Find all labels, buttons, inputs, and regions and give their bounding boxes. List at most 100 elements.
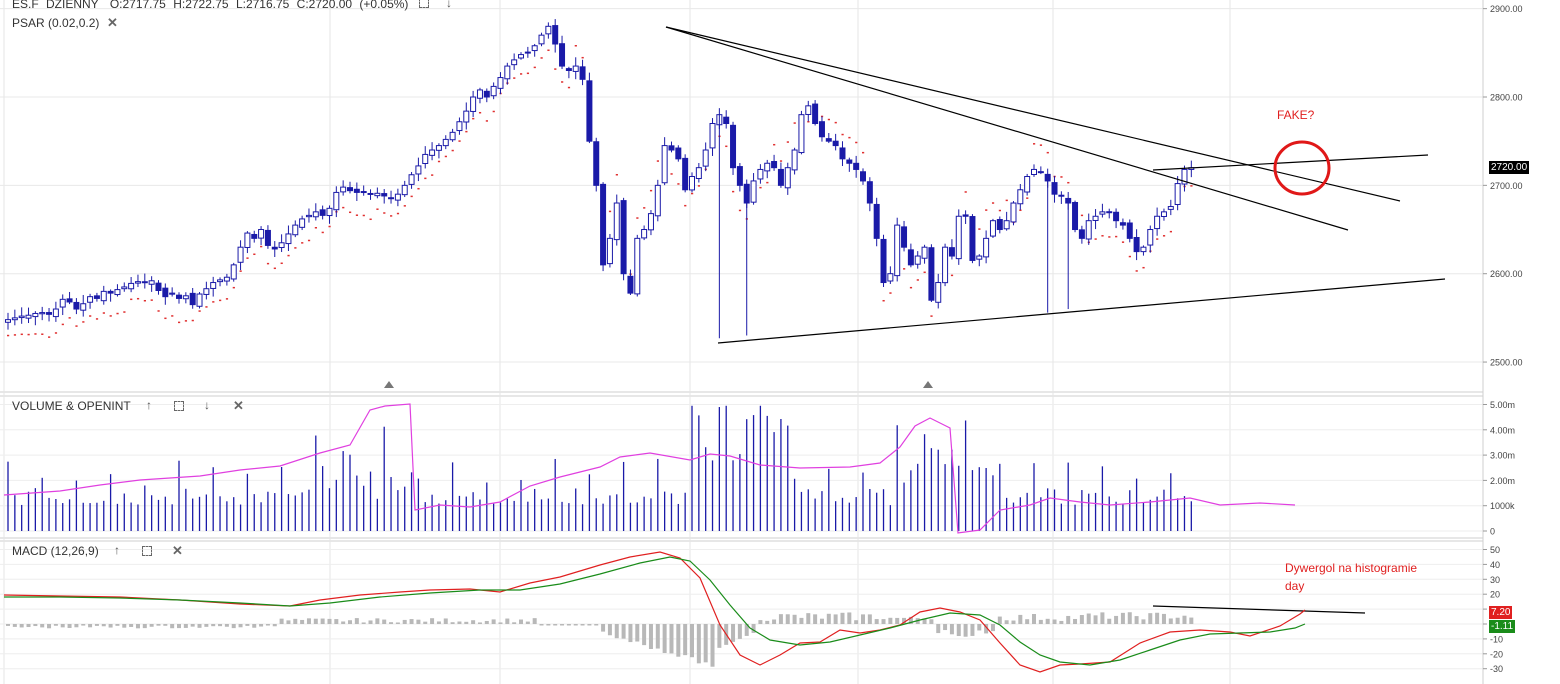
candle-body <box>702 149 709 167</box>
maximize-icon[interactable] <box>174 401 184 411</box>
macd-histogram-bar <box>799 617 804 624</box>
close-icon[interactable]: ✕ <box>172 543 183 558</box>
macd-histogram-bar <box>792 614 797 624</box>
macd-histogram-bar <box>539 624 544 626</box>
candle-body <box>942 246 949 284</box>
y-tick-label: -20 <box>1490 649 1503 659</box>
psar-dot <box>280 262 283 265</box>
psar-dot <box>649 189 653 192</box>
macd-histogram-bar <box>1086 613 1091 624</box>
psar-dot <box>1108 236 1111 238</box>
symbol-label: ES.F <box>12 0 39 11</box>
candle-body <box>305 214 312 218</box>
candle-body <box>1072 201 1079 231</box>
candle-body <box>374 192 381 197</box>
psar-dot <box>171 315 174 317</box>
trendline <box>1152 154 1429 171</box>
candle-body <box>511 59 518 66</box>
macd-histogram-bar <box>129 624 134 627</box>
candle-body <box>46 312 53 315</box>
macd-histogram-bar <box>956 624 961 637</box>
psar-dot <box>20 333 23 336</box>
psar-dot <box>294 247 297 249</box>
psar-dot <box>547 49 550 52</box>
macd-histogram-bar <box>669 624 674 654</box>
candle-body <box>593 141 600 186</box>
macd-histogram-bar <box>334 619 339 624</box>
y-tick-label: 2500.00 <box>1490 358 1523 368</box>
candle-body <box>914 255 921 265</box>
y-tick-label: 2600.00 <box>1490 269 1523 279</box>
openint-line <box>3 403 1296 534</box>
candle-body <box>73 301 80 310</box>
candle-body <box>921 246 928 259</box>
psar-dot <box>307 239 311 242</box>
marker-triangle <box>384 381 394 388</box>
psar-dot <box>150 299 153 301</box>
candle-body <box>750 180 757 203</box>
macd-histogram-bar <box>990 624 995 632</box>
macd-histogram-bar <box>546 624 551 626</box>
high-value: H:2722.75 <box>173 0 229 11</box>
macd-histogram-bar <box>587 624 592 626</box>
candle-body <box>675 147 682 160</box>
maximize-icon[interactable] <box>419 0 429 8</box>
macd-histogram-bar <box>183 624 188 628</box>
psar-dot <box>390 215 393 217</box>
macd-histogram-bar <box>436 621 441 624</box>
psar-dot <box>178 321 181 324</box>
close-icon[interactable]: ✕ <box>107 15 118 30</box>
arrow-up-icon[interactable]: ↑ <box>114 543 120 557</box>
psar-dot <box>260 245 263 248</box>
arrow-down-icon[interactable]: ↓ <box>446 0 452 10</box>
macd-histogram-bar <box>607 624 612 636</box>
macd-histogram-bar <box>224 624 229 627</box>
y-tick-label: 5.00m <box>1490 400 1515 410</box>
macd-histogram-bar <box>635 624 640 642</box>
macd-histogram-bar <box>1052 619 1057 624</box>
candle-body <box>490 85 497 97</box>
macd-histogram-bar <box>881 619 886 624</box>
psar-dot <box>34 333 37 335</box>
candle-body <box>730 124 737 169</box>
macd-histogram-bar <box>26 624 31 628</box>
candle-body <box>5 319 11 323</box>
psar-dot <box>855 141 858 144</box>
candle-body <box>463 110 470 123</box>
candle-body <box>25 314 32 319</box>
close-icon[interactable]: ✕ <box>233 398 244 413</box>
candle-body <box>1119 222 1126 226</box>
macd-histogram-bar <box>867 614 872 624</box>
macd-histogram-bar <box>19 624 24 628</box>
candle-body <box>668 145 675 151</box>
psar-dot <box>458 140 461 142</box>
macd-histogram-bar <box>861 614 865 624</box>
psar-dot <box>451 149 454 152</box>
macd-histogram-bar <box>259 624 264 627</box>
macd-histogram-bar <box>163 624 168 626</box>
candle-body <box>743 183 750 204</box>
candle-body <box>600 183 607 266</box>
psar-dot <box>1128 255 1131 258</box>
psar-dot <box>301 242 304 244</box>
candle-body <box>996 219 1003 231</box>
maximize-icon[interactable] <box>142 546 152 556</box>
macd-histogram-bar <box>265 624 270 626</box>
candle-body <box>429 149 436 156</box>
candle-body <box>299 218 306 228</box>
candle-body <box>278 242 285 249</box>
candle-body <box>894 224 901 277</box>
psar-dot <box>349 211 352 214</box>
arrow-up-icon[interactable]: ↑ <box>146 398 152 412</box>
arrow-down-icon[interactable]: ↓ <box>204 398 210 412</box>
macd-histogram-bar <box>560 624 565 626</box>
macd-histogram-bar <box>67 624 72 628</box>
candle-body <box>1065 197 1072 204</box>
psar-dot <box>472 117 475 120</box>
macd-histogram-bar <box>368 620 373 624</box>
candle-body <box>18 315 25 319</box>
macd-histogram-bar <box>710 624 715 667</box>
psar-dot <box>116 312 119 315</box>
candle-body <box>148 280 155 285</box>
candle-body <box>258 229 265 239</box>
